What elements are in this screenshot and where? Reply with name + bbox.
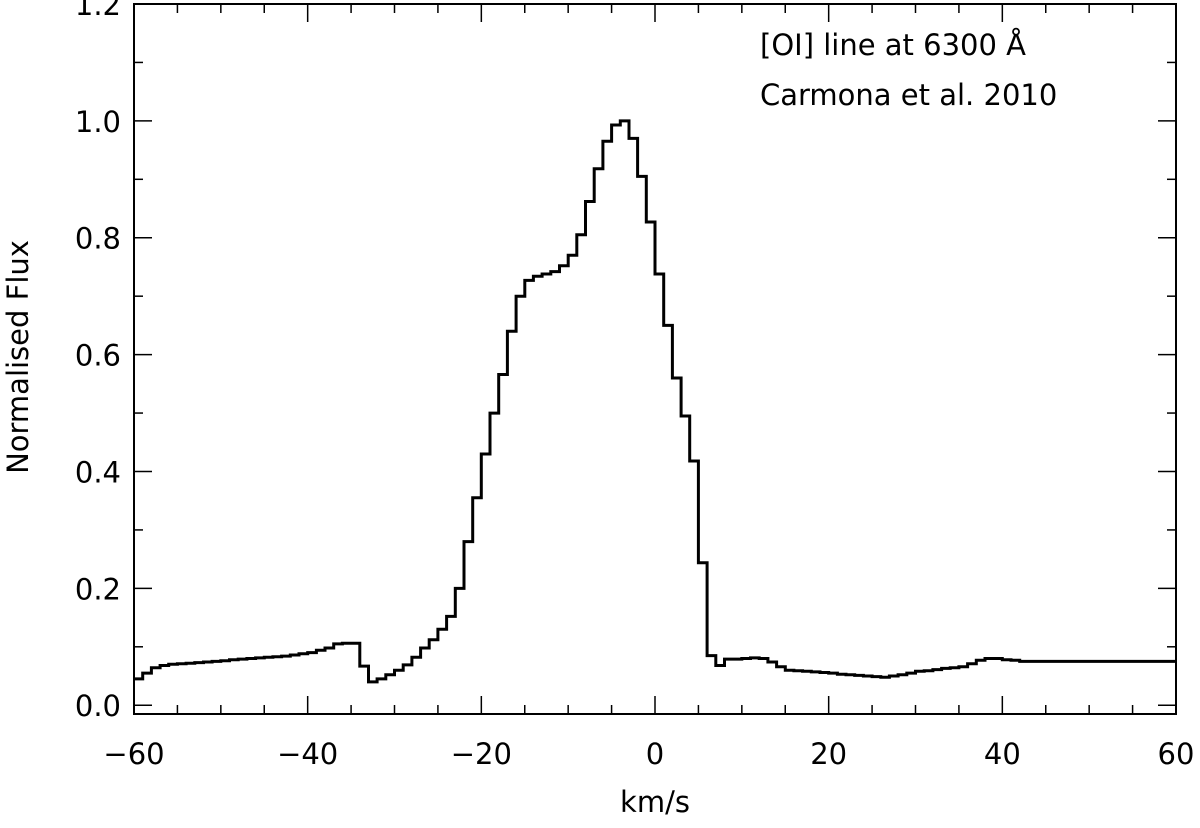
y-tick-label: 0.4 — [75, 455, 121, 489]
x-axis-title: km/s — [620, 785, 690, 819]
x-tick-label: −60 — [103, 737, 164, 771]
annotation-line-name: [OI] line at 6300 Å — [760, 28, 1026, 62]
minor-ticks — [134, 4, 1176, 714]
y-tick-labels: 0.0 0.2 0.4 0.6 0.8 1.0 1.2 — [75, 0, 121, 723]
flux-step-line — [134, 119, 1176, 684]
x-tick-label: 40 — [984, 737, 1021, 771]
y-tick-label: 1.2 — [75, 0, 121, 22]
x-tick-label: 20 — [810, 737, 847, 771]
x-tick-label: 60 — [1158, 737, 1195, 771]
annotation-reference: Carmona et al. 2010 — [760, 78, 1057, 112]
plot-frame — [133, 3, 1177, 715]
x-tick-labels: −60 −40 −20 0 20 40 60 — [103, 737, 1194, 771]
x-tick-label: −40 — [277, 737, 338, 771]
y-tick-label: 0.2 — [75, 572, 121, 606]
x-tick-label: −20 — [451, 737, 512, 771]
y-tick-label: 0.0 — [75, 689, 121, 723]
y-axis-title: Normalised Flux — [1, 240, 35, 474]
y-tick-label: 0.8 — [75, 222, 121, 256]
y-tick-label: 1.0 — [75, 105, 121, 139]
x-tick-label: 0 — [646, 737, 664, 771]
y-tick-label: 0.6 — [75, 339, 121, 373]
